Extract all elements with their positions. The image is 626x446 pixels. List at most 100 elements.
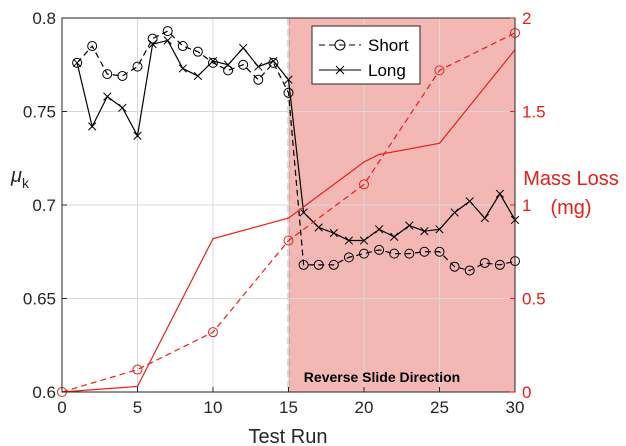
point-short-3: [117, 70, 128, 81]
legend-long-marker: [335, 65, 345, 75]
point-long-7: [178, 64, 187, 73]
series-line-mass-loss-short: [61, 32, 516, 393]
point-long-25: [450, 208, 459, 217]
series-line-mass-loss-long: [61, 49, 516, 393]
legend-short-label: Short: [368, 36, 409, 55]
x-tick-label-0: 0: [57, 398, 66, 417]
y-right-tick-label-1: 0.5: [522, 290, 546, 309]
y-left-tick-label-3: 0.75: [23, 103, 56, 122]
series-layer: [57, 26, 520, 397]
point-mass-loss-short-5: [434, 65, 445, 76]
series-line-short: [76, 30, 516, 272]
x-tick-label-2: 10: [204, 398, 223, 417]
legend: Short Long: [311, 25, 421, 85]
grid: [62, 18, 515, 392]
x-tick-label-4: 20: [355, 398, 374, 417]
point-long-17: [329, 228, 338, 238]
point-short-16: [313, 259, 324, 270]
point-short-10: [223, 65, 234, 76]
legend-long-label: Long: [368, 61, 406, 80]
point-long-3: [118, 103, 127, 112]
y-axis-right: 0 0.5 1 1.5 2: [510, 9, 546, 402]
point-short-5: [147, 33, 158, 44]
point-short-1: [87, 41, 98, 52]
point-long-22: [405, 221, 414, 230]
legend-box: [311, 25, 421, 85]
y-axis-left-label-mu: μ: [10, 165, 22, 187]
y-axis-right-label-line1: Mass Loss: [523, 168, 619, 190]
point-mass-loss-short-1: [132, 364, 143, 375]
x-tick-label-6: 30: [506, 398, 525, 417]
x-axis: 0 5 10 15 20 25 30: [57, 387, 524, 417]
point-long-14: [284, 75, 293, 84]
point-long-23: [420, 227, 429, 236]
y-axis-left-label-subscript: k: [22, 175, 30, 191]
point-mass-loss-short-4: [359, 179, 369, 190]
point-long-26: [465, 197, 474, 206]
point-long-18: [344, 236, 354, 245]
point-long-28: [495, 189, 505, 198]
y-left-tick-label-0: 0.6: [32, 383, 56, 402]
x-tick-label-1: 5: [133, 398, 142, 417]
point-long-6: [163, 36, 172, 45]
point-long-24: [435, 225, 444, 234]
point-short-20: [374, 244, 385, 255]
point-short-0: [72, 57, 83, 68]
point-mass-loss-short-3: [283, 235, 294, 246]
y-axis-left-label: μk: [10, 165, 30, 191]
point-long-13: [269, 56, 278, 66]
point-short-26: [464, 265, 475, 276]
legend-short-marker: [334, 39, 346, 51]
point-short-25: [449, 261, 460, 272]
point-long-4: [133, 131, 142, 140]
point-long-12: [254, 62, 263, 71]
point-long-1: [88, 122, 97, 131]
point-long-8: [193, 71, 203, 81]
point-long-9: [208, 56, 218, 66]
point-short-13: [268, 57, 279, 68]
point-short-6: [162, 26, 173, 37]
y-right-tick-label-0: 0: [522, 383, 531, 402]
point-short-11: [238, 59, 249, 70]
point-short-8: [192, 46, 203, 57]
point-long-11: [239, 43, 248, 53]
y-right-tick-label-3: 1.5: [522, 103, 546, 122]
point-short-27: [479, 257, 490, 268]
point-long-20: [374, 225, 384, 234]
point-long-16: [314, 223, 323, 232]
point-mass-loss-short-2: [208, 327, 218, 338]
y-axis-left: 0.6 0.65 0.7 0.75 0.8: [23, 9, 67, 402]
point-long-19: [359, 236, 369, 245]
point-short-19: [359, 248, 369, 259]
y-right-tick-label-4: 2: [522, 9, 531, 28]
y-right-tick-label-2: 1: [522, 196, 531, 215]
point-short-14: [283, 87, 294, 98]
y-left-tick-label-4: 0.8: [32, 9, 56, 28]
point-long-21: [390, 232, 399, 241]
x-tick-label-3: 15: [279, 398, 298, 417]
point-short-9: [208, 57, 218, 68]
point-short-23: [419, 246, 430, 257]
region-label: Reverse Slide Direction: [304, 369, 460, 385]
point-long-10: [223, 60, 233, 69]
point-short-7: [177, 41, 188, 52]
point-short-21: [389, 248, 400, 259]
point-short-4: [132, 61, 143, 72]
point-long-2: [103, 92, 112, 101]
point-short-24: [434, 246, 445, 257]
point-long-27: [480, 213, 489, 223]
x-axis-label: Test Run: [249, 426, 328, 446]
x-tick-label-5: 25: [430, 398, 449, 417]
y-left-tick-label-2: 0.7: [32, 196, 56, 215]
point-long-5: [148, 40, 157, 49]
point-long-0: [72, 58, 82, 68]
point-short-2: [102, 69, 113, 80]
point-short-22: [404, 248, 415, 259]
point-short-28: [494, 259, 505, 270]
point-short-12: [253, 74, 264, 85]
point-short-18: [343, 252, 354, 263]
point-short-15: [298, 259, 309, 270]
point-long-15: [299, 208, 308, 217]
y-left-tick-label-1: 0.65: [23, 290, 56, 309]
